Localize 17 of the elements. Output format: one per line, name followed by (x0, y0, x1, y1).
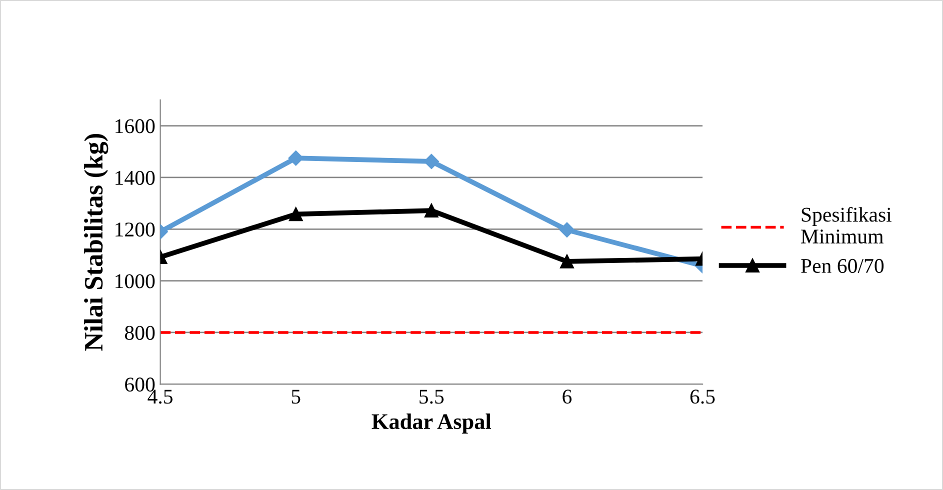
y-tick-label: 1200 (116, 222, 155, 237)
point (424, 204, 438, 218)
y-tick-label: 800 (124, 326, 155, 340)
point (424, 154, 439, 170)
x-tick-label: 4.5 (148, 390, 173, 404)
y-tick-label: 1000 (116, 274, 155, 288)
y-axis-title: Nilai Stabilitas (kg) (84, 134, 108, 351)
legend-label: Pen 60/70 (801, 258, 884, 273)
y-tick-label: 1400 (116, 170, 155, 185)
x-tick-label: 6.5 (690, 390, 715, 404)
legend-label: Spesifikasi Minimum (801, 206, 892, 244)
y-tick-label: 1600 (116, 119, 155, 134)
x-tick-label: 6 (562, 390, 572, 404)
x-tick-label: 5 (292, 390, 300, 404)
x-axis-title: Kadar Aspal (372, 413, 492, 434)
x-tick-label: 5.5 (420, 390, 444, 404)
y-tick-label: 600 (125, 378, 155, 392)
